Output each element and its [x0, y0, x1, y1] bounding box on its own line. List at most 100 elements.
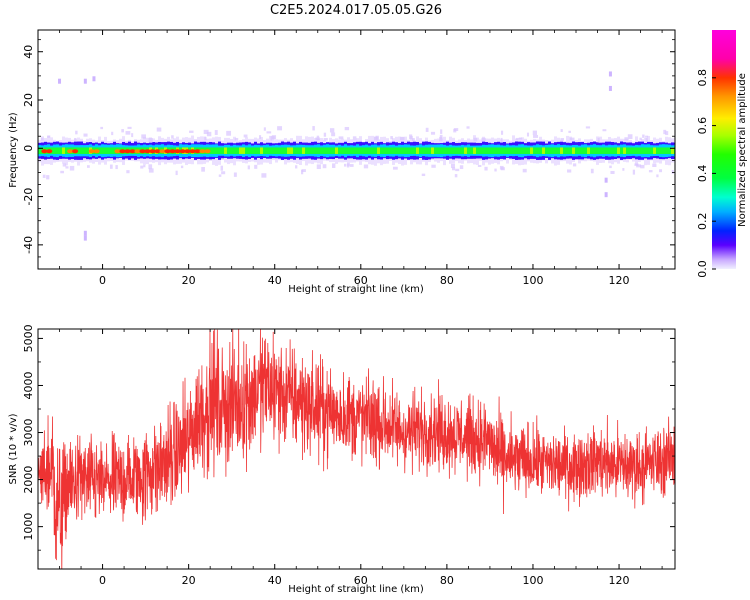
spectrogram-x-tick-label: 0 [99, 274, 106, 287]
spectrogram-core-cell [320, 147, 323, 154]
spectrogram-y-axis-label: Frequency (Hz) [8, 112, 19, 188]
spectrogram-noise-speck [115, 165, 118, 170]
spectrogram-core-cell [338, 147, 341, 154]
spectrogram-core-cell [623, 147, 626, 154]
spectrogram-core-cell [614, 147, 617, 154]
spectrogram-noise-speck [639, 137, 642, 141]
spectrogram-x-tick-label: 20 [182, 274, 196, 287]
spectrogram-core-cell [662, 147, 665, 154]
spectrogram-hot-cell [189, 149, 196, 154]
spectrogram-core-cell [308, 147, 311, 154]
spectrogram-core-cell [509, 147, 512, 154]
spectrogram-noise-speck [266, 131, 272, 134]
spectrogram-noise-speck [632, 169, 636, 175]
spectrogram-core-cell [350, 147, 353, 154]
spectrogram-noise-speck [171, 135, 174, 139]
spectrogram-noise-speck [65, 166, 69, 169]
colorbar-ticks: 0.0 0.2 0.4 0.6 0.8 [696, 69, 716, 278]
spectrogram-noise-speck [560, 138, 565, 141]
spectrogram-noise-speck [450, 163, 455, 169]
spectrogram-core-cell [455, 147, 458, 154]
spectrogram-core-cell [512, 147, 515, 154]
spectrogram-core-cell [239, 147, 242, 154]
spectrogram-core-cell [485, 147, 488, 154]
spectrogram-noise-speck [532, 130, 537, 136]
spectrogram-noise-speck [440, 129, 443, 134]
spectrogram-hot-cell [129, 149, 136, 154]
spectrogram-core-cell [560, 147, 563, 154]
snr-y-tick-label: 3000 [22, 419, 35, 447]
spectrogram-core-cell [245, 147, 248, 154]
spectrogram-core-cell [287, 147, 290, 154]
spectrogram-noise-speck [421, 173, 426, 177]
spectrogram-noise-speck [627, 134, 633, 140]
spectrogram-y-tick-label: 20 [22, 93, 35, 107]
spectrogram-core-cell [395, 147, 398, 154]
spectrogram-core-cell [461, 147, 464, 154]
spectrogram-noise-speck [439, 136, 443, 142]
spectrogram-core-cell [611, 147, 614, 154]
spectrogram-hot-cell [149, 149, 156, 154]
spectrogram-core-cell [248, 147, 251, 154]
spectrogram-noise-speck [220, 165, 224, 171]
spectrogram-core-cell [566, 147, 569, 154]
spectrogram-core-cell [422, 147, 425, 154]
spectrogram-noise-speck [221, 171, 226, 175]
spectrogram-core-cell [659, 147, 662, 154]
spectrogram-core-cell [668, 147, 671, 154]
spectrogram-core-cell [260, 147, 263, 154]
snr-y-tick-label: 1000 [22, 513, 35, 541]
spectrogram-core-cell [227, 147, 230, 154]
spectrogram-core-cell [419, 147, 422, 154]
spectrogram-core-cell [104, 147, 107, 154]
spectrogram-y-tick-label: -20 [22, 188, 35, 206]
spectrogram-noise-speck [624, 137, 628, 141]
snr-x-tick-label: 20 [182, 574, 196, 587]
spectrogram-core-cell [374, 147, 377, 154]
spectrogram-hot-cell [93, 149, 100, 154]
spectrogram-core-cell [323, 147, 326, 154]
spectrogram-noise-speck [455, 168, 460, 172]
spectrogram-noise-speck [263, 127, 266, 131]
spectrogram-noise-speck [148, 168, 154, 173]
spectrogram-noise-speck [454, 174, 458, 178]
spectrogram-noise-speck [622, 168, 625, 171]
spectrogram-core-cell [212, 147, 215, 154]
spectrogram-core-cell [233, 147, 236, 154]
spectrogram-noise-speck [392, 166, 398, 170]
spectrogram-noise-speck [663, 129, 667, 135]
spectrogram-noise-speck [567, 169, 572, 173]
spectrogram-noise-speck [140, 165, 144, 169]
spectrogram-noise-speck [499, 165, 504, 170]
spectrogram-noise-speck [352, 136, 357, 141]
spectrogram-noise-speck [636, 164, 642, 168]
spectrogram-noise-speck [189, 130, 194, 133]
spectrogram-core-cell [437, 147, 440, 154]
spectrogram-hot-cell [159, 149, 166, 154]
spectrogram-hot-cell [164, 149, 171, 154]
spectrogram-core-cell [491, 147, 494, 154]
spectrogram-core-cell [410, 147, 413, 154]
spectrogram-core-cell [251, 147, 254, 154]
colorbar-tick-label: 0.8 [696, 69, 709, 87]
spectrogram-noise-speck [233, 172, 237, 177]
spectrogram-core-cell [83, 147, 86, 154]
spectrogram-hot-cell [41, 149, 48, 154]
spectrogram-noise-speck [515, 137, 519, 141]
spectrogram-core-cell [503, 147, 506, 154]
spectrogram-core-cell [344, 147, 347, 154]
spectrogram-noise-speck [62, 163, 67, 167]
spectrogram-core-cell [629, 147, 632, 154]
spectrogram-noise-speck [259, 135, 262, 139]
spectrogram-hot-cell [114, 149, 121, 154]
spectrogram-core-cell [362, 147, 365, 154]
spectrogram-core-cell [401, 147, 404, 154]
spectrogram-hot-cell [124, 149, 131, 154]
spectrogram-core-cell [608, 147, 611, 154]
spectrogram-noise-speck [201, 167, 205, 172]
spectrogram-noise-speck [533, 134, 539, 138]
spectrogram-feature [608, 85, 612, 91]
colorbar-tick-label: 0.4 [696, 165, 709, 183]
spectrogram-core-cell [578, 147, 581, 154]
spectrogram-noise-speck [518, 137, 523, 140]
